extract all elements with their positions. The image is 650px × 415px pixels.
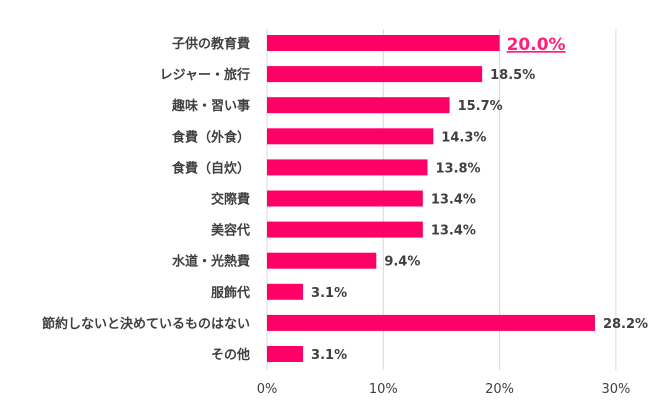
bar <box>267 97 450 114</box>
category-label: 美容代 <box>211 223 250 239</box>
bar <box>267 283 304 300</box>
bar <box>267 221 423 238</box>
data-label: 3.1% <box>311 286 347 301</box>
category-label: 交際費 <box>211 192 250 208</box>
x-tick-label: 10% <box>369 382 398 397</box>
data-label: 13.8% <box>435 161 480 176</box>
category-label: その他 <box>211 347 250 363</box>
bar <box>267 35 500 51</box>
data-label: 18.5% <box>490 68 535 83</box>
bars <box>267 35 595 362</box>
data-label: 15.7% <box>458 99 503 114</box>
x-axis-ticks: 0% 10% 20% 30% <box>257 382 631 397</box>
data-label: 13.4% <box>431 193 476 208</box>
category-label: 趣味・習い事 <box>171 98 250 114</box>
category-label: 節約しないと決めているものはない <box>42 316 250 332</box>
bar <box>267 314 595 331</box>
category-label: 食費（自炊） <box>172 160 250 176</box>
data-label: 20.0% <box>507 35 566 55</box>
category-label: レジャー・旅行 <box>160 67 250 83</box>
data-label: 28.2% <box>603 317 648 332</box>
bar <box>267 66 483 83</box>
data-label: 14.3% <box>441 130 486 145</box>
data-label: 13.4% <box>431 224 476 239</box>
category-label: 子供の教育費 <box>172 36 250 52</box>
bar <box>267 252 377 269</box>
bar <box>267 128 434 145</box>
category-label: 水道・光熱費 <box>172 254 250 270</box>
data-labels: 20.0% 18.5% 15.7% 14.3% 13.8% 13.4% 13.4% 9.4% 3… <box>311 35 648 363</box>
data-label: 3.1% <box>311 348 347 363</box>
bar <box>267 159 428 176</box>
category-label: 服飾代 <box>211 285 250 301</box>
x-tick-label: 30% <box>601 382 630 397</box>
category-label: 食費（外食） <box>172 129 250 145</box>
x-tick-label: 20% <box>485 382 514 397</box>
x-tick-label: 0% <box>257 382 278 397</box>
data-label: 9.4% <box>384 255 420 270</box>
bar <box>267 346 304 362</box>
bar <box>267 190 423 207</box>
